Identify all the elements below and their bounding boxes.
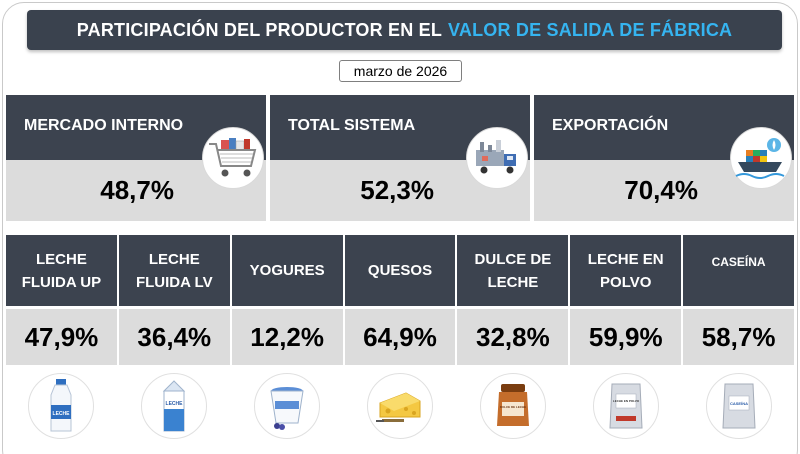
summary-value: 48,7% [6,160,266,221]
product-label: CASEÍNA [683,235,795,306]
product-label: LECHE FLUIDA UP [6,235,117,306]
product-value: 58,7% [683,309,795,365]
product-value: 47,9% [6,309,117,365]
product-col-caseina: CASEÍNA 58,7% [683,235,795,365]
svg-text:LECHE: LECHE [53,411,71,417]
summary-card-exportacion: EXPORTACIÓN 70,4% [534,95,794,221]
factory-truck-icon [466,127,528,189]
product-col-leche-en-polvo: LECHE EN POLVO 59,9% [570,235,682,365]
cheese-icon [367,373,433,439]
summary-row: MERCADO INTERNO 48,7% TOTAL SISTEMA 52,3… [6,95,794,221]
product-value: 36,4% [118,309,230,365]
milk-carton-icon: LECHE [141,373,208,439]
product-value: 59,9% [570,309,682,365]
title-bar: PARTICIPACIÓN DEL PRODUCTOR EN EL VALOR … [27,10,782,50]
product-label: LECHE FLUIDA LV [118,235,230,306]
shopping-cart-icon [202,127,264,189]
product-value: 32,8% [457,309,569,365]
product-value: 64,9% [344,309,456,365]
dulce-de-leche-jar-icon: DULCE DE LECHE [479,373,546,439]
product-label: DULCE DE LECHE [457,235,569,306]
milk-bottle-icon: LECHE [28,373,95,439]
casein-bag-icon: CASEÍNA [705,373,772,439]
summary-card-total-sistema: TOTAL SISTEMA 52,3% [270,95,530,221]
product-label: YOGURES [231,235,343,306]
product-col-yogures: YOGURES 12,2% [231,235,343,365]
product-label: QUESOS [344,235,456,306]
svg-text:CASEÍNA: CASEÍNA [730,401,748,406]
product-col-leche-fluida-up: LECHE FLUIDA UP 47,9% [6,235,117,365]
product-col-dulce-de-leche: DULCE DE LECHE 32,8% [457,235,569,365]
yogurt-cup-icon [254,373,321,439]
product-icon-row: LECHE LECHE [6,373,794,443]
summary-card-mercado-interno: MERCADO INTERNO 48,7% [6,95,266,221]
product-row: LECHE FLUIDA UP 47,9% LECHE FLUIDA LV 36,4… [6,235,795,365]
product-value: 12,2% [231,309,343,365]
milk-powder-bag-icon: LECHE EN POLVO [592,373,659,439]
svg-text:DULCE DE LECHE: DULCE DE LECHE [500,405,526,409]
svg-text:LECHE: LECHE [166,401,184,407]
title-accent-text: VALOR DE SALIDA DE FÁBRICA [448,19,733,40]
product-label: LECHE EN POLVO [570,235,682,306]
svg-text:LECHE EN POLVO: LECHE EN POLVO [613,399,640,403]
product-col-leche-fluida-lv: LECHE FLUIDA LV 36,4% [118,235,230,365]
cargo-ship-icon [730,127,792,189]
date-label: marzo de 2026 [339,60,462,82]
product-col-quesos: QUESOS 64,9% [344,235,456,365]
title-text: PARTICIPACIÓN DEL PRODUCTOR EN EL [76,19,443,40]
